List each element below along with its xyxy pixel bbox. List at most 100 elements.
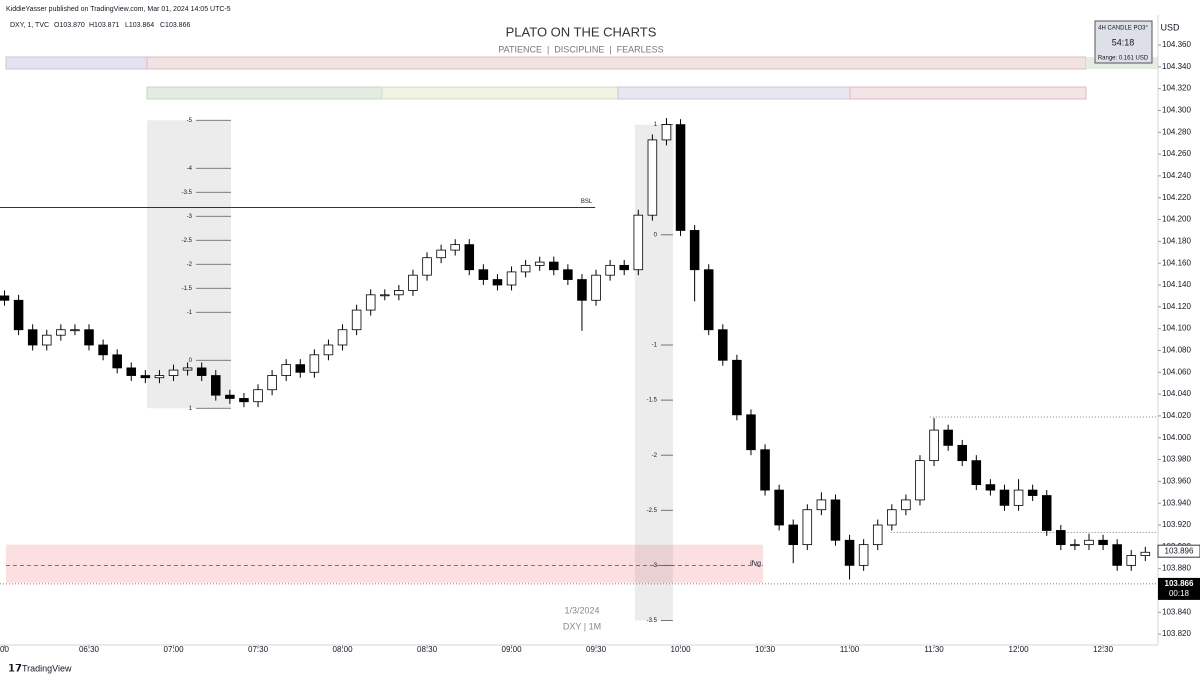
candle-body [253,389,263,403]
session-strips [5,56,1158,100]
x-tick-label: 00 [0,645,9,654]
candle-body [337,329,348,346]
fib-label: -1 [652,343,658,349]
y-tick-label: 103.980 [1162,455,1191,464]
y-tick-label: 104.080 [1162,346,1191,355]
candle-body [844,539,855,566]
candle-body [957,444,967,462]
candle-body [84,329,94,346]
publisher: KiddieYasser published on TradingView.co… [6,6,231,13]
ohlc: O103.870 [54,22,85,29]
y-tick-label: 103.960 [1162,476,1191,485]
candle-body [1070,544,1080,547]
fib-label: -2 [652,453,658,459]
y-tick-label: 104.040 [1162,389,1191,398]
candle-body [971,460,982,486]
candle-body [394,290,404,296]
candle-body [464,244,475,271]
strip [5,56,148,70]
logo: 𝟭𝟳 [8,664,22,675]
candle-body [788,524,798,546]
candle-body [887,509,897,526]
candle-body [422,257,432,276]
candle-body [309,354,320,373]
candle-body [577,279,587,301]
fib-label: 1 [654,122,658,128]
candle-body [211,375,221,396]
y-tick-label: 104.000 [1162,433,1191,442]
y-tick-label: 104.160 [1162,258,1191,267]
candle-body [520,264,531,273]
fib-label: 0 [189,358,193,364]
x-tick-label: 12:00 [1009,645,1030,654]
y-tick-label: 104.240 [1162,171,1191,180]
watermark: 1/3/2024 [564,605,599,615]
candle-body [27,329,38,346]
candle-body [98,344,108,356]
fib-label: -1.5 [647,398,658,404]
candle-body [281,364,291,376]
x-tick-label: 07:00 [164,645,185,654]
candle-body [1056,530,1066,546]
candle-body [872,524,883,546]
strip [617,86,851,100]
candle-body [1084,539,1094,546]
candle-body [408,274,418,291]
candle-body [365,294,376,311]
y-tick-label: 104.360 [1162,40,1191,49]
candle-body [0,295,10,301]
strip [849,86,1087,100]
candle-body [647,139,658,216]
fib-label: -3.5 [647,618,658,624]
candle-body [760,449,770,491]
candle-body [450,244,460,251]
candle-body [1013,489,1024,506]
candle-body [70,329,80,332]
candle-body [703,269,714,331]
candle-body [858,544,869,566]
candle-body [718,329,728,361]
strip [146,86,383,100]
y-tick-label: 104.060 [1162,367,1191,376]
candle-body [1140,551,1151,556]
x-tick-label: 06:30 [79,645,100,654]
candle-body [633,214,644,271]
candle-body [830,499,841,541]
fib-label: -3.5 [182,190,193,196]
candle-body [661,124,672,141]
last-price-label: 103.896 [1165,546,1194,555]
candle-body [323,344,334,356]
candle-body [999,489,1010,506]
candle-body [182,367,193,371]
y-tick-label: 104.300 [1162,106,1191,115]
x-tick-label: 11:30 [924,645,944,654]
x-tick-label: 08:00 [333,645,354,654]
currency: USD [1160,22,1180,32]
last-price-tag [1157,544,1200,558]
candle-body [295,364,306,373]
countdown: 00:18 [1169,589,1190,598]
ohlc: C103.866 [160,22,190,29]
ohlc: H103.871 [89,22,119,29]
candle-body [478,269,489,280]
y-tick-label: 104.200 [1162,215,1191,224]
candle-body [901,499,911,511]
x-tick-label: 10:00 [671,645,692,654]
y-tick-label: 104.340 [1162,62,1191,71]
fib-label: -4 [187,166,193,172]
candle-body [492,279,503,286]
ifvg-zone [5,544,764,583]
candle-body [225,394,235,399]
panel-range: Range: 0.161 USD [1098,56,1149,62]
candle-body [1041,495,1052,531]
level-label: BSL [581,199,593,205]
x-tick-label: 07:30 [248,645,269,654]
candle-body [112,354,122,369]
candle-body [239,398,249,403]
panel-box [1094,20,1153,64]
strip [146,56,1087,70]
candle-body [140,375,151,379]
brand: TradingView [22,663,72,673]
y-tick-label: 104.100 [1162,324,1191,333]
